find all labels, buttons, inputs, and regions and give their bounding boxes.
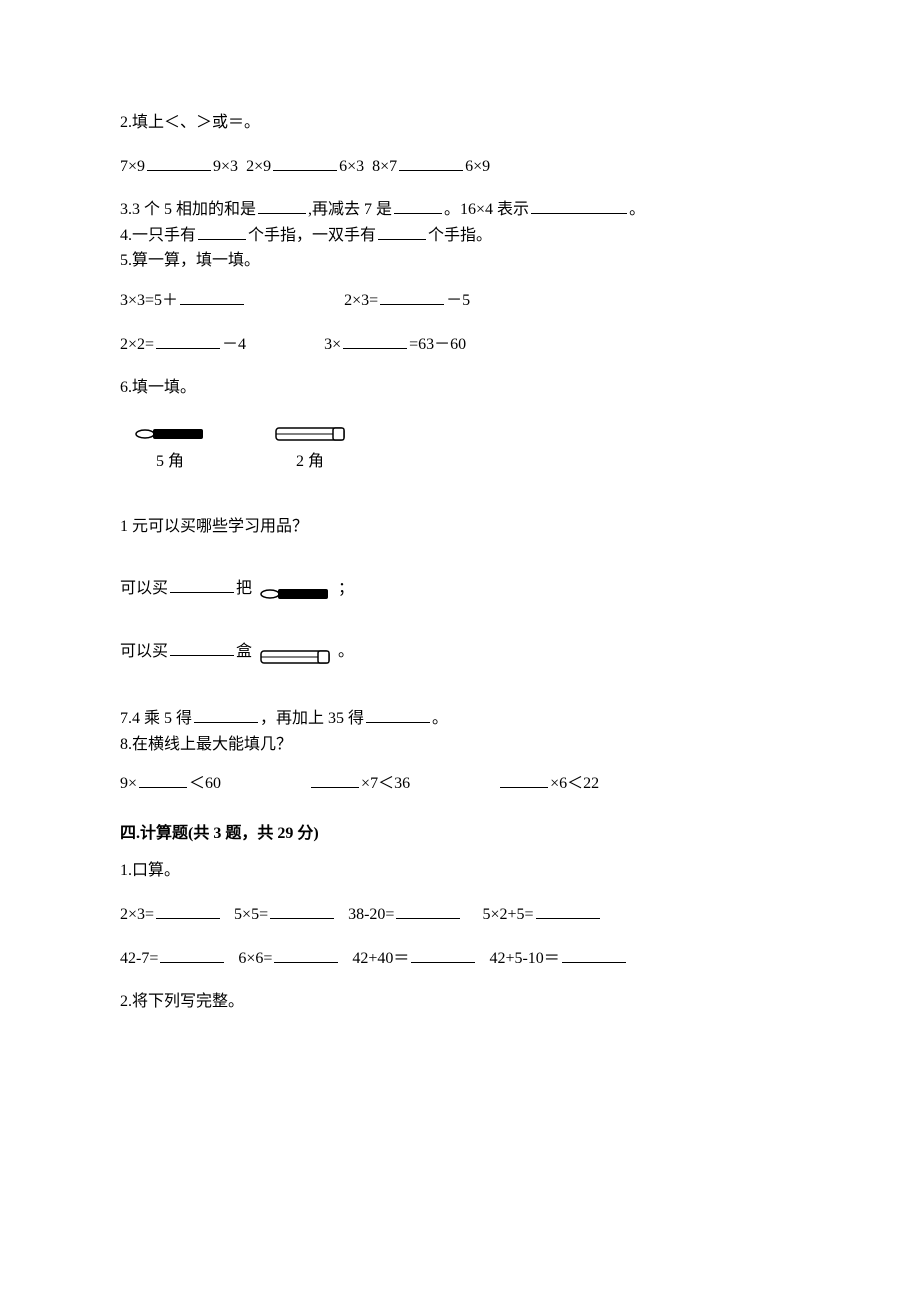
q2-pair-1-right: 9×3 <box>213 158 238 175</box>
sec4-q1-row2: 42-7= 6×6= 42+40＝ 42+5-10＝ <box>120 946 800 972</box>
q6-buy-2: 可以买 盒 。 <box>120 639 800 666</box>
s4q1-r1-c: 38-20= <box>348 906 394 923</box>
q8-i1-blank[interactable] <box>139 771 187 788</box>
q7-text-b: ，再加上 35 得 <box>260 710 364 727</box>
s4q1-r2-blank-c[interactable] <box>411 946 475 963</box>
q4-line: 4.一只手有 个手指，一双手有 个手指。 <box>120 223 800 249</box>
q2-pair-3-right: 6×9 <box>465 158 490 175</box>
q4-text-c: 个手指。 <box>428 227 492 244</box>
q6-item-eraser-label: 2 角 <box>296 449 324 475</box>
sec4-q1-title: 1.口算。 <box>120 858 800 884</box>
q6-buy2-mid: 盒 <box>236 643 252 660</box>
s4q1-r2-c: 42+40＝ <box>352 950 409 967</box>
q5-r1-b-tail: －5 <box>446 292 470 309</box>
s4q1-r1-d: 5×2+5= <box>482 906 533 923</box>
q2-blank-2[interactable] <box>273 154 337 171</box>
s4q1-r1-blank-a[interactable] <box>156 902 220 919</box>
q6-items-row: 5 角 2 角 <box>130 425 800 475</box>
q2-pair-2-right: 6×3 <box>339 158 364 175</box>
q7-blank-2[interactable] <box>366 706 430 723</box>
q5-r2-b: 3× <box>324 336 341 353</box>
worksheet-page: 2.填上＜、＞或＝。 7×9 9×3 2×9 6×3 8×7 6×9 3.3 个 5 … <box>0 0 920 1302</box>
q8-i3-blank[interactable] <box>500 771 548 788</box>
q2-pair-3-left: 8×7 <box>372 158 397 175</box>
q5-r2-blank-a[interactable] <box>156 332 220 349</box>
q4-blank-1[interactable] <box>198 223 246 240</box>
s4q1-r1-blank-d[interactable] <box>536 902 600 919</box>
q3-text-b: ,再减去 7 是 <box>308 201 392 218</box>
q3-blank-1[interactable] <box>258 197 306 214</box>
q5-r2-a-tail: －4 <box>222 336 246 353</box>
s4q1-r2-blank-d[interactable] <box>562 946 626 963</box>
q6-buy-1: 可以买 把 ； <box>120 576 800 603</box>
q2-pair-1-left: 7×9 <box>120 158 145 175</box>
s4q1-r1-b: 5×5= <box>234 906 268 923</box>
sec4-q1-row1: 2×3= 5×5= 38-20= 5×2+5= <box>120 902 800 928</box>
q2-prompt: 2.填上＜、＞或＝。 <box>120 110 800 136</box>
q2-pair-2-left: 2×9 <box>246 158 271 175</box>
s4q1-r2-a: 42-7= <box>120 950 158 967</box>
q2-blank-1[interactable] <box>147 154 211 171</box>
q3-text-c: 。16×4 表示 <box>444 201 529 218</box>
q5-r1-a: 3×3=5＋ <box>120 292 178 309</box>
q2-items: 7×9 9×3 2×9 6×3 8×7 6×9 <box>120 154 800 180</box>
q8-i1-pre: 9× <box>120 775 137 792</box>
q8-items: 9× ＜60 ×7＜36 ×6＜22 <box>120 771 800 797</box>
q7-text-c: 。 <box>432 710 448 727</box>
q6-item-knife-label: 5 角 <box>156 449 184 475</box>
q8-i2-blank[interactable] <box>311 771 359 788</box>
q6-question: 1 元可以买哪些学习用品？ <box>120 514 800 540</box>
q8-i1-post: ＜60 <box>189 775 221 792</box>
q3-text-d: 。 <box>629 201 645 218</box>
s4q1-r1-blank-c[interactable] <box>396 902 460 919</box>
q8-title: 8.在横线上最大能填几？ <box>120 732 800 758</box>
q7-text-a: 7.4 乘 5 得 <box>120 710 192 727</box>
knife-icon <box>135 425 205 443</box>
q5-r2-a: 2×2= <box>120 336 154 353</box>
q4-text-b: 个手指，一双手有 <box>248 227 376 244</box>
s4q1-r2-blank-b[interactable] <box>274 946 338 963</box>
s4q1-r2-blank-a[interactable] <box>160 946 224 963</box>
q6-buy1-pre: 可以买 <box>120 580 168 597</box>
q5-row-2: 2×2= －4 3× =63－60 <box>120 332 800 358</box>
s4q1-r2-b: 6×6= <box>238 950 272 967</box>
q3-blank-3[interactable] <box>531 197 627 214</box>
eraser-icon-inline <box>260 648 330 666</box>
q5-r1-blank-a[interactable] <box>180 288 244 305</box>
q5-r1-b: 2×3= <box>344 292 378 309</box>
q5-r2-blank-b[interactable] <box>343 332 407 349</box>
q4-blank-2[interactable] <box>378 223 426 240</box>
q3-blank-2[interactable] <box>394 197 442 214</box>
q8-i2-post: ×7＜36 <box>361 775 410 792</box>
q7-blank-1[interactable] <box>194 706 258 723</box>
q6-buy1-blank[interactable] <box>170 576 234 593</box>
q5-r2-b-tail: =63－60 <box>409 336 466 353</box>
q6-buy1-end: ； <box>338 580 354 597</box>
q6-buy2-blank[interactable] <box>170 639 234 656</box>
q6-buy1-mid: 把 <box>236 580 252 597</box>
q6-item-eraser: 2 角 <box>270 425 350 475</box>
s4q1-r1-blank-b[interactable] <box>270 902 334 919</box>
q6-buy2-end: 。 <box>338 643 354 660</box>
q2-blank-3[interactable] <box>399 154 463 171</box>
q6-item-knife: 5 角 <box>130 425 210 475</box>
q6-title: 6.填一填。 <box>120 375 800 401</box>
q5-r1-blank-b[interactable] <box>380 288 444 305</box>
q3-text-a: 3.3 个 5 相加的和是 <box>120 201 256 218</box>
q6-buy2-pre: 可以买 <box>120 643 168 660</box>
q5-row-1: 3×3=5＋ 2×3= －5 <box>120 288 800 314</box>
q4-text-a: 4.一只手有 <box>120 227 196 244</box>
s4q1-r1-a: 2×3= <box>120 906 154 923</box>
sec4-q2-title: 2.将下列写完整。 <box>120 989 800 1015</box>
s4q1-r2-d: 42+5-10＝ <box>489 950 559 967</box>
eraser-icon <box>275 425 345 443</box>
q3-line: 3.3 个 5 相加的和是 ,再减去 7 是 。16×4 表示 。 <box>120 197 800 223</box>
section-4-title: 四.计算题(共 3 题，共 29 分) <box>120 821 800 847</box>
knife-icon-inline <box>260 585 330 603</box>
q8-i3-post: ×6＜22 <box>550 775 599 792</box>
q5-title: 5.算一算，填一填。 <box>120 248 800 274</box>
q7-line: 7.4 乘 5 得 ，再加上 35 得 。 <box>120 706 800 732</box>
